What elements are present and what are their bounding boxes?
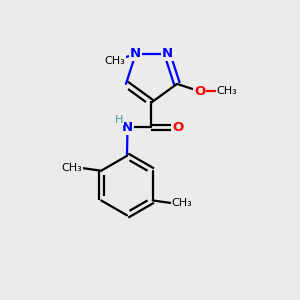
Text: CH₃: CH₃ xyxy=(217,86,237,96)
Text: O: O xyxy=(194,85,205,98)
Text: N: N xyxy=(130,47,141,60)
Text: CH₃: CH₃ xyxy=(172,198,192,208)
Text: O: O xyxy=(172,121,183,134)
Text: H: H xyxy=(115,115,124,125)
Text: CH₃: CH₃ xyxy=(104,56,125,66)
Text: CH₃: CH₃ xyxy=(62,163,82,173)
Text: N: N xyxy=(122,121,133,134)
Text: N: N xyxy=(162,47,173,60)
